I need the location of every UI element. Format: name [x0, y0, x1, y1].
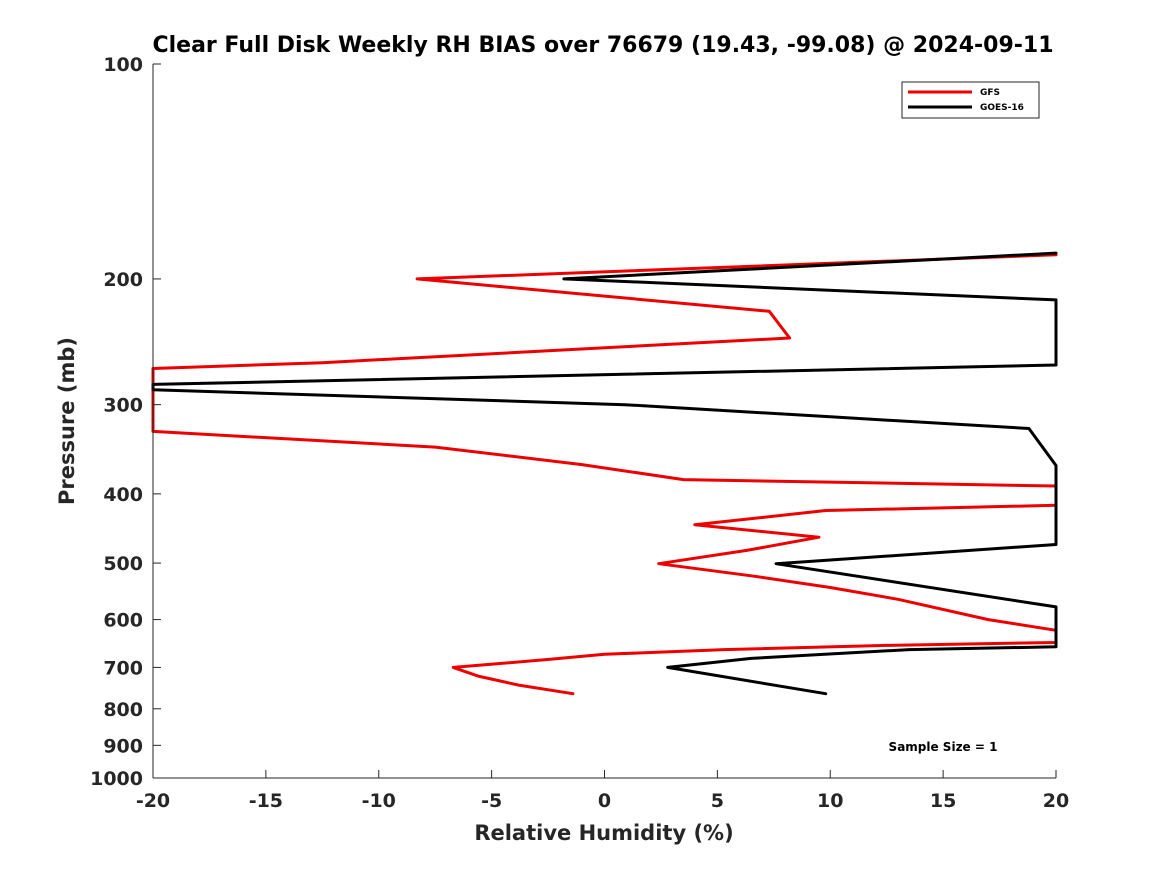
plot-area: -20 -15 -10 -5 0 5 10 15 20 100 200 300 400 500 600 70… — [90, 54, 1069, 812]
y-tick-label: 500 — [103, 553, 143, 575]
x-tick-label: -5 — [481, 790, 502, 812]
x-tick-label: -10 — [362, 790, 396, 812]
y-tick-label: 200 — [103, 269, 143, 291]
y-axis-label: Pressure (mb) — [55, 337, 79, 505]
legend: GFS GOES-16 — [901, 81, 1040, 119]
y-tick-label: 100 — [103, 54, 143, 76]
x-axis-label: Relative Humidity (%) — [474, 821, 733, 845]
series-line-goes-16 — [151, 251, 1058, 696]
x-tick-label: 0 — [598, 790, 611, 812]
x-tick-label: -20 — [136, 790, 170, 812]
y-tick-label: 900 — [103, 735, 143, 757]
y-tick-label: 1000 — [90, 768, 143, 790]
y-tick-label: 700 — [103, 657, 143, 679]
legend-label-goes-16: GOES-16 — [980, 103, 1024, 113]
x-ticks: -20 -15 -10 -5 0 5 10 15 20 — [136, 770, 1069, 812]
sample-size-annotation: Sample Size = 1 — [889, 740, 998, 754]
y-ticks: 100 200 300 400 500 600 700 800 900 1000 — [90, 54, 161, 790]
y-tick-label: 300 — [103, 395, 143, 417]
legend-label-gfs: GFS — [980, 88, 1000, 98]
x-tick-label: 15 — [930, 790, 956, 812]
x-tick-label: -15 — [249, 790, 283, 812]
x-tick-label: 10 — [817, 790, 843, 812]
y-tick-label: 400 — [103, 484, 143, 506]
x-tick-label: 20 — [1043, 790, 1069, 812]
legend-box — [901, 81, 1040, 119]
chart-title: Clear Full Disk Weekly RH BIAS over 7667… — [152, 33, 1053, 58]
y-tick-label: 800 — [103, 699, 143, 721]
y-tick-label: 600 — [103, 610, 143, 632]
x-tick-label: 5 — [711, 790, 724, 812]
